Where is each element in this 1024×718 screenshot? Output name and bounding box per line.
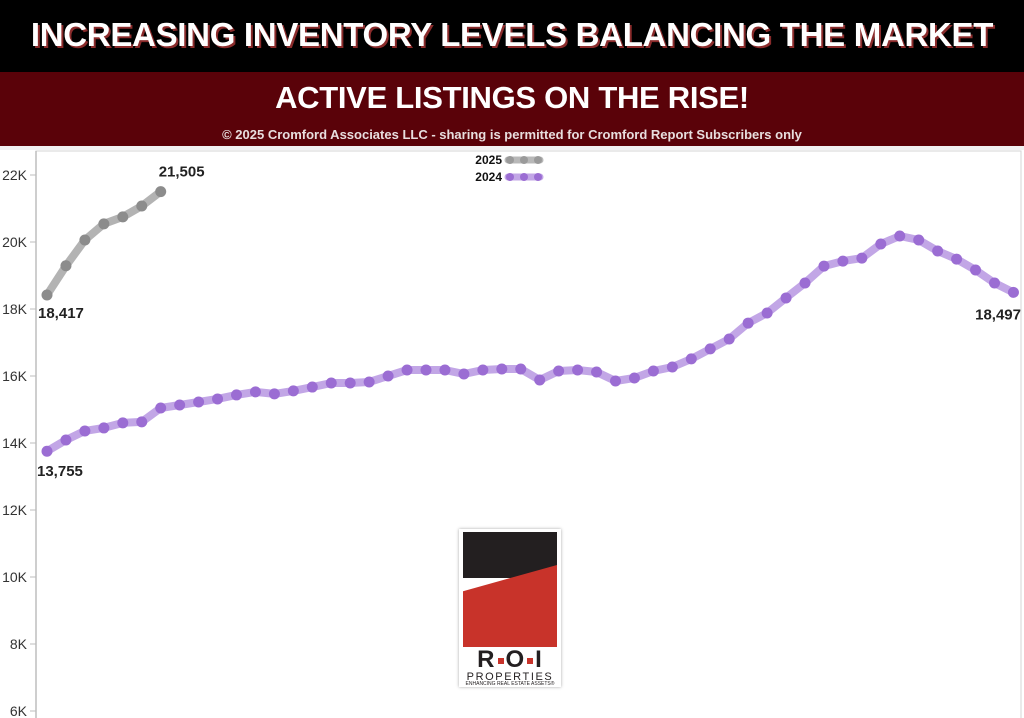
data-point (553, 365, 565, 377)
data-point (515, 363, 527, 375)
data-point (913, 234, 925, 246)
data-point (932, 245, 944, 257)
y-tick-label: 10K (2, 569, 28, 585)
data-point (287, 385, 299, 397)
series-2024 (41, 230, 1019, 457)
data-point (799, 277, 811, 289)
header-subtitle-bar (0, 72, 1024, 146)
data-point (477, 364, 489, 376)
data-point (894, 230, 906, 242)
data-point (591, 366, 603, 378)
y-tick-label: 6K (10, 703, 28, 718)
data-point (155, 186, 167, 198)
y-tick-label: 8K (10, 636, 28, 652)
page-title: INCREASING INVENTORY LEVELS BALANCING TH… (30, 16, 994, 53)
data-point (439, 364, 451, 376)
y-axis-ticks: 6K 8K 10K 12K 14K 16K 18K 20K 22K (2, 167, 36, 718)
data-point (1007, 286, 1019, 298)
data-point (79, 425, 91, 437)
data-point (344, 377, 356, 389)
data-point (98, 422, 110, 434)
data-point (610, 375, 621, 387)
data-point (780, 292, 792, 304)
data-point (666, 361, 678, 373)
legend-label-2025: 2025 (475, 153, 502, 167)
data-label: 18,497 (975, 306, 1021, 323)
data-point (60, 260, 72, 272)
data-point (628, 372, 640, 384)
data-point (856, 252, 868, 264)
data-point (363, 376, 375, 388)
data-point (306, 381, 318, 393)
data-point (136, 200, 148, 212)
y-tick-label: 12K (2, 502, 28, 518)
data-point (647, 365, 659, 377)
data-point (79, 234, 91, 246)
data-point (60, 434, 72, 446)
data-point (761, 307, 773, 319)
data-label: 13,755 (37, 463, 83, 480)
data-point (117, 211, 129, 223)
data-label: 18,417 (38, 305, 84, 322)
data-point (193, 396, 205, 408)
data-point (41, 445, 53, 457)
y-tick-label: 20K (2, 234, 28, 250)
data-point (875, 238, 887, 250)
data-point (742, 317, 754, 329)
legend-label-2024: 2024 (475, 170, 502, 184)
data-point (41, 289, 53, 301)
data-point (401, 364, 413, 376)
data-point (704, 343, 716, 355)
data-point (837, 255, 849, 267)
copyright-notice: © 2025 Cromford Associates LLC - sharing… (222, 127, 802, 142)
y-tick-label: 22K (2, 167, 28, 183)
data-point (325, 377, 337, 389)
logo-tagline: ENHANCING REAL ESTATE ASSETS® (465, 681, 555, 687)
data-point (685, 353, 697, 365)
data-point (268, 388, 280, 400)
data-point (155, 402, 167, 414)
data-point (212, 393, 224, 405)
data-point (382, 370, 394, 382)
header-title-bar (0, 0, 1024, 72)
data-point (572, 364, 584, 376)
data-point (136, 416, 148, 428)
data-point (249, 386, 261, 398)
y-tick-label: 16K (2, 368, 28, 384)
data-point (496, 363, 508, 375)
data-point (458, 368, 470, 380)
data-point (951, 253, 963, 265)
data-point (723, 333, 735, 345)
logo-properties-text: PROPERTIES (466, 671, 554, 683)
data-point (174, 399, 186, 411)
series-2025 (41, 186, 167, 301)
legend: 2025 2024 (475, 153, 544, 184)
data-point (989, 277, 1000, 289)
y-tick-label: 14K (2, 435, 28, 451)
data-point (818, 260, 830, 272)
data-label: 21,505 (159, 164, 205, 181)
chart-subtitle: ACTIVE LISTINGS ON THE RISE! (275, 80, 749, 115)
data-point (534, 374, 546, 386)
y-tick-label: 18K (2, 301, 28, 317)
data-point (117, 417, 129, 429)
divider (0, 146, 1024, 150)
data-labels: 18,417 21,505 13,755 18,497 (37, 164, 1021, 481)
data-point (420, 364, 432, 376)
data-point (231, 389, 242, 401)
data-point (98, 218, 110, 230)
series-line (43, 232, 1018, 456)
data-point (970, 264, 982, 276)
